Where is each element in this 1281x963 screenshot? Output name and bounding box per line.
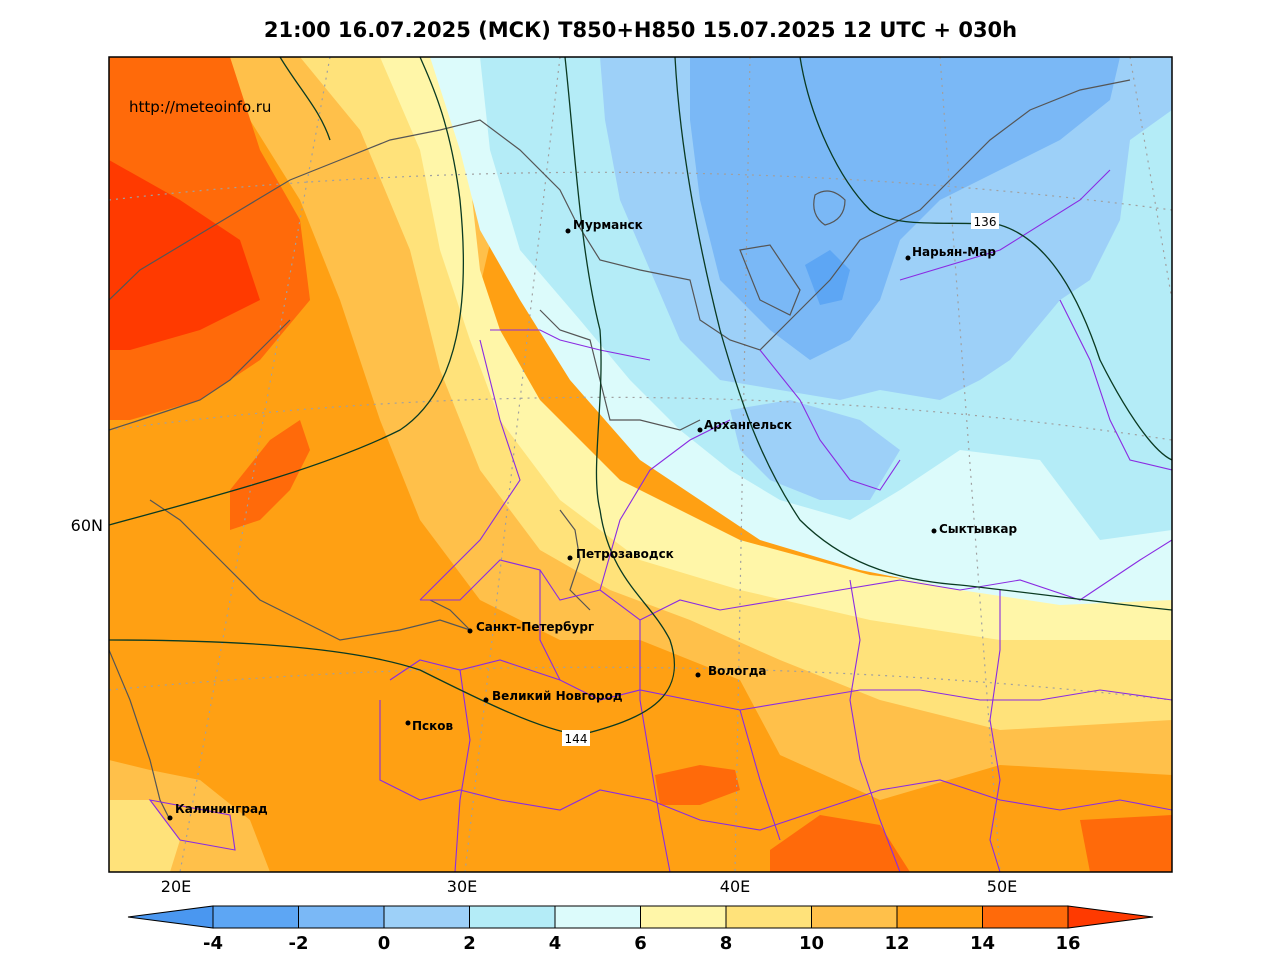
svg-text:Петрозаводск: Петрозаводск [576,547,674,561]
colorbar-tick-label: 6 [634,933,647,954]
lon-label-20e: 20E [161,877,191,896]
colorbar-tick-label: 2 [463,933,476,954]
svg-text:Нарьян-Мар: Нарьян-Мар [912,245,996,259]
colorbar-tick-label: 4 [549,933,562,954]
lon-label-50e: 50E [987,877,1017,896]
colorbar-segment [896,905,983,929]
city-petrozavodsk: Петрозаводск [567,547,674,561]
colorbar-tick-label: 0 [378,933,391,954]
colorbar: -4 -2 0 2 4 6 8 10 12 14 16 [127,905,1154,954]
colorbar-segment [298,905,385,929]
svg-text:Великий Новгород: Великий Новгород [492,689,623,703]
colorbar-tick-label: 10 [799,933,824,954]
colorbar-segment [811,905,898,929]
svg-text:144: 144 [565,732,588,746]
svg-text:Архангельск: Архангельск [704,418,792,432]
map-title: 21:00 16.07.2025 (МСК) T850+H850 15.07.2… [263,18,1018,42]
city-vologda: Вологда [695,664,766,678]
svg-text:Калининград: Калининград [175,802,268,816]
svg-text:Санкт-Петербург: Санкт-Петербург [476,620,594,634]
city-kaliningrad: Калининград [167,802,268,821]
svg-text:Псков: Псков [412,719,454,733]
city-murmansk: Мурманск [565,218,643,234]
colorbar-segment [469,905,556,929]
colorbar-tick-label: 14 [970,933,995,954]
city-saint-petersburg: Санкт-Петербург [467,620,594,634]
lat-label-60n: 60N [71,516,103,535]
lat-lon-grid [109,57,1172,872]
city-pskov: Псков [405,719,454,733]
city-syktyvkar: Сыктывкар [931,522,1017,536]
admin-borders [148,169,1172,872]
colorbar-tick-label: 12 [884,933,909,954]
lon-label-40e: 40E [720,877,750,896]
colorbar-tick-label: -2 [289,933,309,954]
lon-label-30e: 30E [447,877,477,896]
colorbar-segment [554,905,641,929]
source-url: http://meteoinfo.ru [129,98,271,116]
svg-text:Вологда: Вологда [708,664,766,678]
colorbar-tick-label: 8 [720,933,733,954]
city-naryan-mar: Нарьян-Мар [905,245,996,261]
contour-label-144: 144 [562,730,590,746]
colorbar-segment [383,905,470,929]
city-veliky-novgorod: Великий Новгород [483,689,623,703]
svg-text:136: 136 [974,215,997,229]
city-arkhangelsk: Архангельск [697,418,792,433]
map-frame [108,56,1173,873]
colorbar-segment [982,905,1069,929]
colorbar-segment [640,905,727,929]
colorbar-tick-label: -4 [203,933,223,954]
colorbar-tick-label: 16 [1055,933,1080,954]
contour-label-136: 136 [971,213,999,229]
svg-text:Сыктывкар: Сыктывкар [939,522,1017,536]
colorbar-segment [127,905,214,929]
geopotential-contours [109,57,1172,736]
colorbar-segment [212,905,299,929]
temperature-field [109,57,1172,872]
svg-text:Мурманск: Мурманск [573,218,643,232]
colorbar-segment [725,905,812,929]
colorbar-segment [1067,905,1154,929]
coastlines [109,79,1131,821]
